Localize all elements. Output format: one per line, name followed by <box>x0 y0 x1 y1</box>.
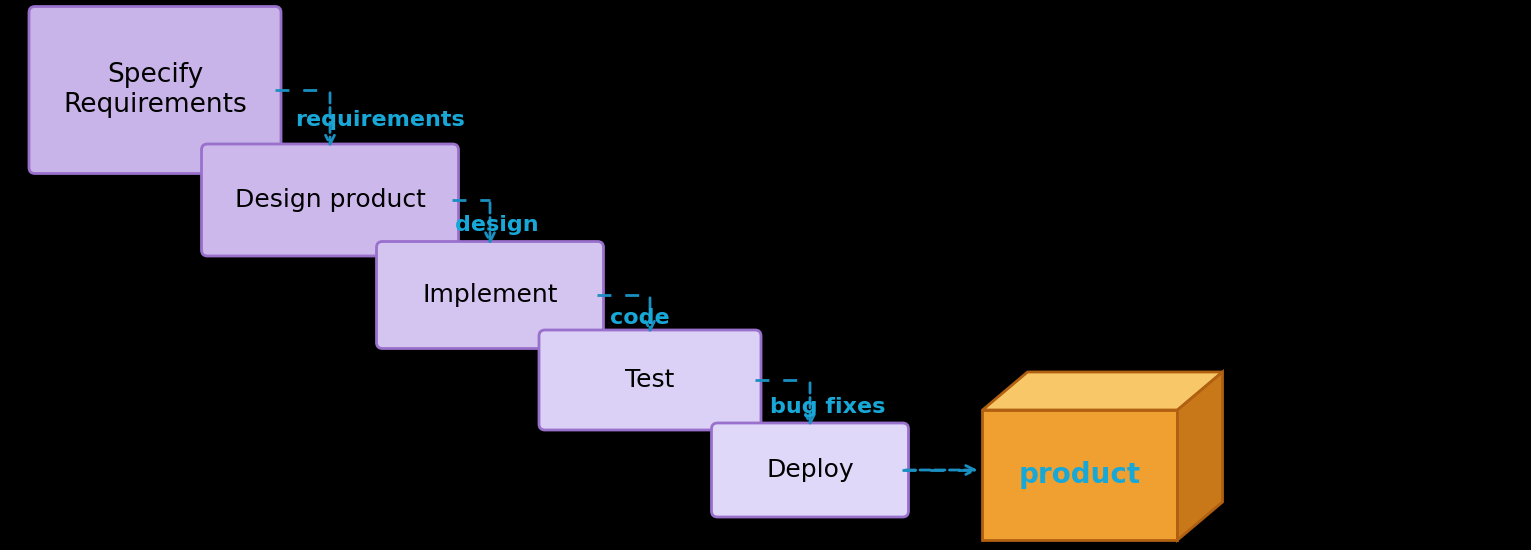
FancyBboxPatch shape <box>712 423 908 517</box>
Text: Implement: Implement <box>423 283 557 307</box>
Polygon shape <box>1177 372 1222 540</box>
Text: bug fixes: bug fixes <box>770 397 885 417</box>
Text: Test: Test <box>625 368 675 392</box>
FancyBboxPatch shape <box>539 330 761 430</box>
Text: Deploy: Deploy <box>766 458 854 482</box>
Text: product: product <box>1020 461 1141 489</box>
Text: design: design <box>455 215 539 235</box>
Text: requirements: requirements <box>295 110 465 130</box>
FancyBboxPatch shape <box>983 410 1177 540</box>
Text: Specify
Requirements: Specify Requirements <box>63 62 246 118</box>
Polygon shape <box>983 372 1222 410</box>
Text: Design product: Design product <box>234 188 426 212</box>
FancyBboxPatch shape <box>377 241 603 349</box>
FancyBboxPatch shape <box>29 7 282 173</box>
FancyBboxPatch shape <box>202 144 458 256</box>
Text: code: code <box>609 308 669 328</box>
